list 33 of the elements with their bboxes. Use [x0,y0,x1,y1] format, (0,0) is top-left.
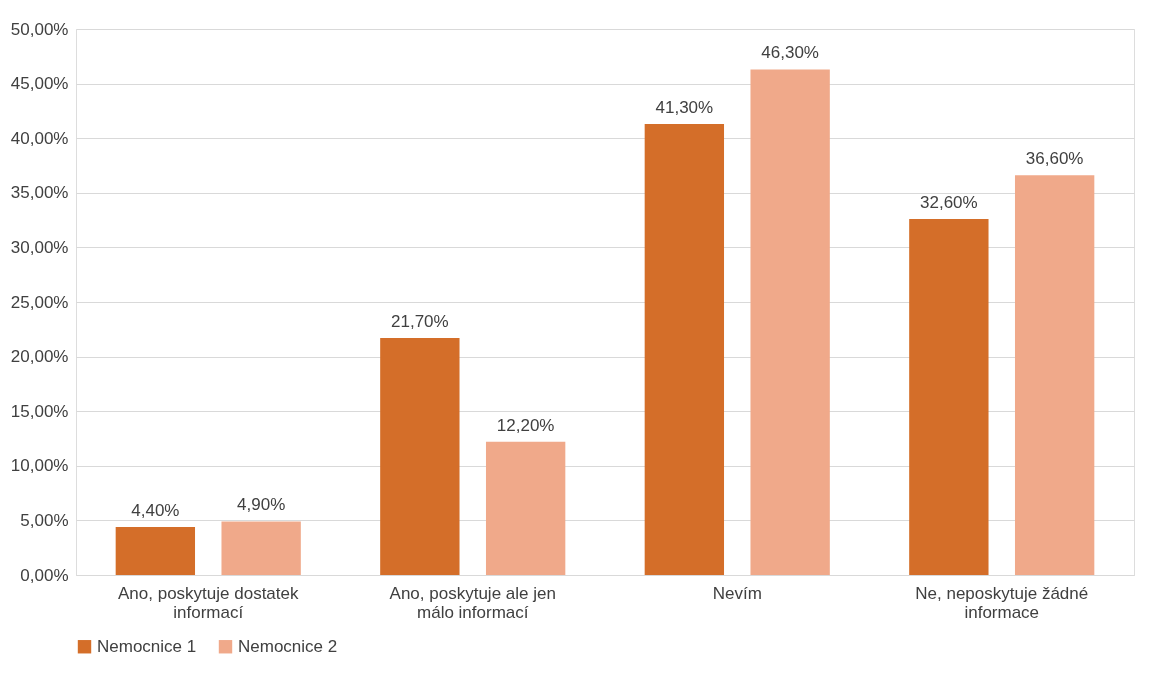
y-tick-label: 10,00% [10,456,69,476]
bar [485,441,566,575]
legend-label: Nemocnice 1 [97,636,197,656]
data-label: 46,30% [761,43,819,63]
y-tick-label: 25,00% [10,292,69,312]
x-tick-label: Ne, neposkytuje žádné informace [915,583,1089,622]
bar [1014,175,1095,575]
bar [750,69,830,575]
legend-label: Nemocnice 2 [238,636,338,656]
y-tick-label: 45,00% [10,74,69,94]
y-tick-label: 5,00% [20,510,69,530]
bar [221,521,301,575]
y-tick-label: 20,00% [10,347,69,367]
y-tick-label: 40,00% [10,128,69,148]
bar [115,526,196,575]
data-label: 32,60% [920,193,978,213]
x-tick-label: Ano, poskytuje ale jen málo informací [389,583,556,622]
data-label: 36,60% [1025,149,1084,169]
bar [644,124,725,575]
y-tick-label: 30,00% [10,237,69,257]
data-label: 21,70% [391,312,449,332]
data-label: 4,90% [237,495,286,515]
data-label: 4,40% [131,500,180,520]
bar [909,219,989,575]
y-tick-label: 15,00% [10,401,69,421]
data-label: 41,30% [655,98,714,117]
x-tick-label: Ano, poskytuje dostatek informací [117,583,299,622]
y-tick-label: 0,00% [20,565,69,585]
y-tick-label: 35,00% [10,183,69,203]
data-label: 12,20% [496,415,555,435]
x-tick-label: Nevím [712,583,762,603]
y-tick-label: 50,00% [10,19,69,39]
bar [380,338,460,575]
